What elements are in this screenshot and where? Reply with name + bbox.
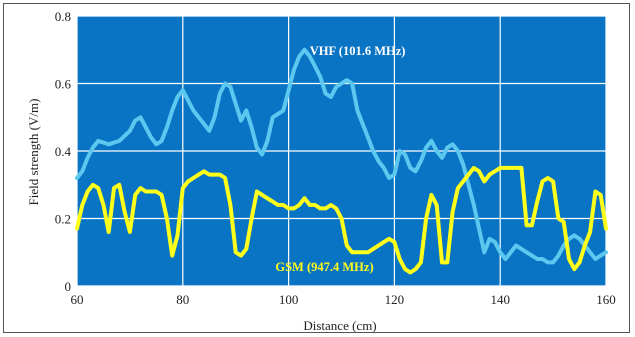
x-axis-label: Distance (cm) bbox=[303, 318, 376, 333]
y-tick-label: 0.4 bbox=[55, 144, 72, 159]
x-tick-label: 60 bbox=[71, 292, 84, 307]
axis-ticks: 60 80 100 120 140 160 0 0.2 0.4 0.6 0.8 bbox=[55, 9, 616, 307]
vhf-series-label: VHF (101.6 MHz) bbox=[310, 44, 406, 58]
gsm-series-label: GSM (947.4 MHz) bbox=[275, 260, 373, 274]
series-group bbox=[75, 47, 608, 275]
x-tick-label: 160 bbox=[596, 292, 616, 307]
y-tick-label: 0.2 bbox=[55, 212, 71, 227]
y-tick-label: 0.8 bbox=[55, 9, 71, 24]
y-tick-label: 0.6 bbox=[55, 77, 72, 92]
x-tick-label: 120 bbox=[385, 292, 405, 307]
x-tick-label: 140 bbox=[490, 292, 510, 307]
y-tick-label: 0 bbox=[65, 279, 72, 294]
x-tick-label: 100 bbox=[279, 292, 299, 307]
series-labels: VHF (101.6 MHz) GSM (947.4 MHz) bbox=[275, 44, 405, 274]
x-tick-label: 80 bbox=[176, 292, 189, 307]
gsm-series-line bbox=[75, 165, 608, 275]
vhf-series-line bbox=[75, 47, 608, 265]
y-axis-label: Field strength (V/m) bbox=[26, 99, 41, 206]
